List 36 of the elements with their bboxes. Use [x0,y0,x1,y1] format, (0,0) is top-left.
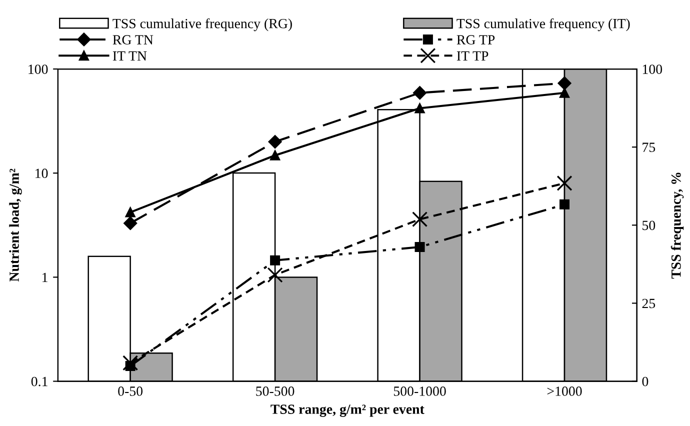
y-tick-label: 0.1 [31,376,48,386]
point [270,255,280,266]
y2-tick-label: 50 [642,220,656,230]
x-tick-label: 500-1000 [394,386,446,396]
x-axis-title: TSS range, g/m² per event [270,404,424,417]
legend-label: IT TP [456,51,488,60]
point [556,175,572,191]
legend-label: TSS cumulative frequency (RG) [112,18,292,32]
legend-label: RG TN [112,35,154,44]
point [414,103,425,114]
point [412,212,428,228]
legend-label: RG TP [456,35,495,44]
point [270,150,280,160]
y-tick-label: 1 [42,272,48,282]
y2-tick-label: 25 [642,298,656,308]
point [560,88,570,98]
point [560,199,570,210]
y2-tick-label: 100 [642,64,662,74]
point [125,207,136,218]
y-tick-label: 100 [28,64,48,74]
legend-label: IT TN [112,51,147,60]
point [267,267,283,283]
y-axis-title: Nutrient load, g/m² [9,168,22,282]
x-tick-label: 50-500 [256,386,294,396]
x-tick-label: >1000 [547,386,582,396]
legend-label: TSS cumulative frequency (IT) [456,18,630,32]
point [414,242,425,252]
point [268,135,282,148]
x-tick-label: 0-50 [118,386,143,396]
y2-tick-label: 0 [642,376,648,386]
point [413,86,427,100]
point [124,216,138,230]
y2-axis-title: TSS frequency, % [670,172,684,279]
point [558,76,572,90]
y2-tick-label: 75 [642,142,656,152]
y-tick-label: 10 [36,168,48,178]
